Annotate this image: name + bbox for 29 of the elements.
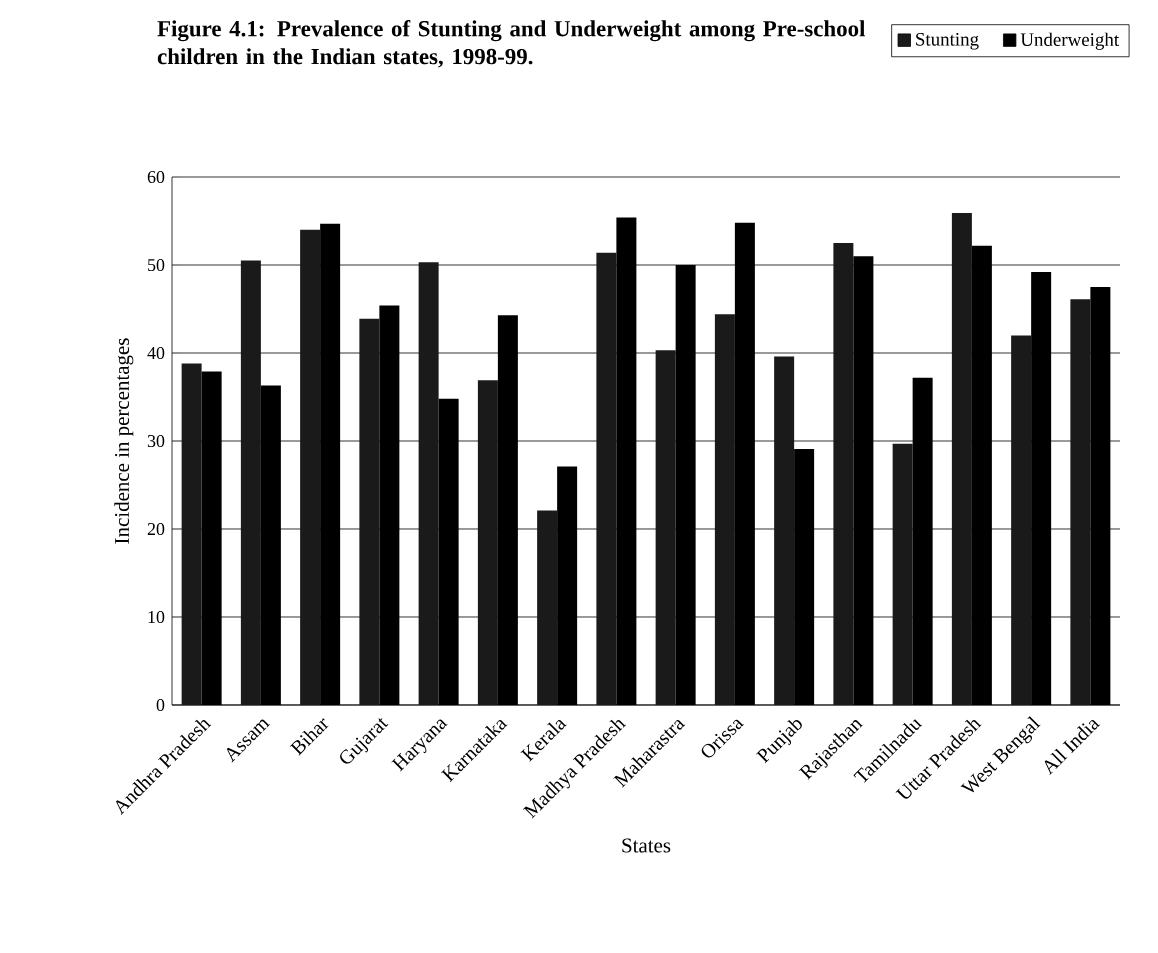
bar [1070, 299, 1091, 705]
bar [240, 260, 261, 705]
x-tick-label: All India [1044, 720, 1100, 776]
bar [418, 262, 439, 705]
bar [833, 243, 854, 705]
bar [655, 350, 676, 705]
bar [300, 229, 321, 705]
bar [596, 252, 617, 705]
y-tick-label: 30 [147, 434, 165, 448]
y-tick-label: 60 [147, 170, 165, 184]
y-tick-label: 40 [147, 346, 165, 360]
bar [1011, 335, 1032, 705]
bar [181, 363, 202, 705]
chart-title: Figure 4.1: Prevalence of Stunting and Underweight among Pre-school children in the Indian states, 1998-99. [157, 20, 866, 68]
bar [892, 443, 913, 705]
legend-label: Underweight [1020, 32, 1120, 50]
bar [537, 510, 558, 705]
bar [359, 318, 380, 705]
y-tick-label: 10 [148, 610, 165, 624]
legend-label: Stunting [916, 32, 979, 50]
y-tick-label: 50 [148, 258, 165, 272]
y-tick-label: 20 [147, 522, 165, 536]
bar [714, 314, 735, 705]
bar [951, 213, 972, 705]
bar [477, 380, 498, 705]
x-axis-title: States [622, 838, 671, 853]
bar [774, 356, 795, 705]
y-tick-label: 0 [156, 698, 165, 712]
y-axis-title: Incidence in percentages [114, 338, 134, 544]
